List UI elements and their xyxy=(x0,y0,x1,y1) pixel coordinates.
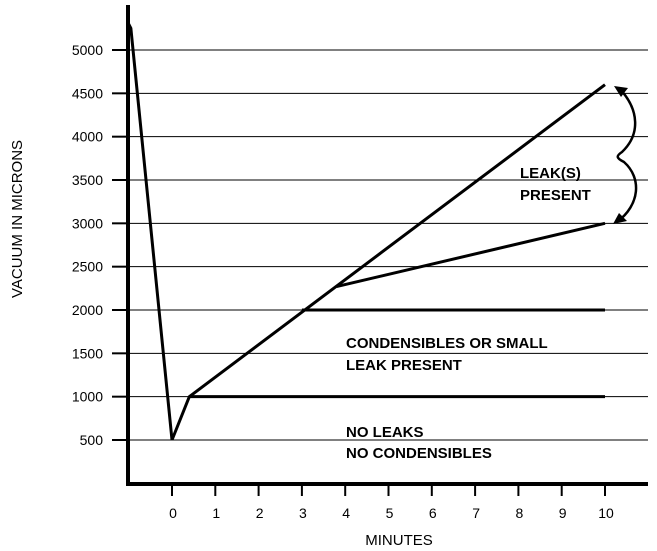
main-pumpdown-line xyxy=(127,23,606,441)
y-axis-title: VACUUM IN MICRONS xyxy=(9,140,26,298)
x-tick-label: 5 xyxy=(386,505,394,521)
annotation-condensibles-line-2: LEAK PRESENT xyxy=(346,357,462,374)
annotation-no-leaks-line-1: NO LEAKS xyxy=(346,424,424,441)
x-tick-label: 0 xyxy=(169,505,177,521)
x-tick-label: 3 xyxy=(299,505,307,521)
x-tick-label: 7 xyxy=(472,505,480,521)
y-tick-label: 3500 xyxy=(72,172,103,188)
arrow-head-top xyxy=(614,86,628,97)
annotation-condensibles-line-1: CONDENSIBLES OR SMALL xyxy=(346,335,548,352)
series-lines xyxy=(127,23,606,441)
y-tick-label: 3000 xyxy=(72,215,103,231)
y-tick-label: 1000 xyxy=(72,389,103,405)
y-tick-label: 5000 xyxy=(72,42,103,58)
y-tick-label: 1500 xyxy=(72,345,103,361)
x-tick-label: 1 xyxy=(212,505,220,521)
x-tick-label: 8 xyxy=(516,505,524,521)
y-tick-label: 4500 xyxy=(72,85,103,101)
y-axis-ticks: 500 1000 1500 2000 2500 3000 3500 4000 4500 5000 xyxy=(72,42,128,448)
gridlines xyxy=(128,49,648,441)
y-tick-label: 2500 xyxy=(72,259,103,275)
annotations: LEAK(S) PRESENT CONDENSIBLES OR SMALL LEAK … xyxy=(346,165,591,462)
leak-line xyxy=(336,221,606,289)
arrow-head-bottom xyxy=(613,213,627,224)
axes xyxy=(126,5,648,486)
brace-curve xyxy=(616,87,638,224)
y-tick-label: 2000 xyxy=(72,302,103,318)
y-tick-label: 4000 xyxy=(72,129,103,145)
x-tick-label: 6 xyxy=(429,505,437,521)
x-axis-title: MINUTES xyxy=(365,532,433,549)
x-tick-label: 2 xyxy=(256,505,264,521)
x-tick-label: 4 xyxy=(342,505,350,521)
x-tick-label: 9 xyxy=(559,505,567,521)
x-tick-label: 10 xyxy=(598,505,614,521)
x-axis-ticks: 0 1 2 3 4 5 6 7 8 9 10 xyxy=(169,484,614,521)
annotation-leaks-present-line-1: LEAK(S) xyxy=(520,165,581,182)
y-tick-label: 500 xyxy=(80,432,104,448)
annotation-no-leaks-line-2: NO CONDENSIBLES xyxy=(346,445,492,462)
leak-range-brace xyxy=(613,86,638,224)
annotation-leaks-present-line-2: PRESENT xyxy=(520,187,591,204)
